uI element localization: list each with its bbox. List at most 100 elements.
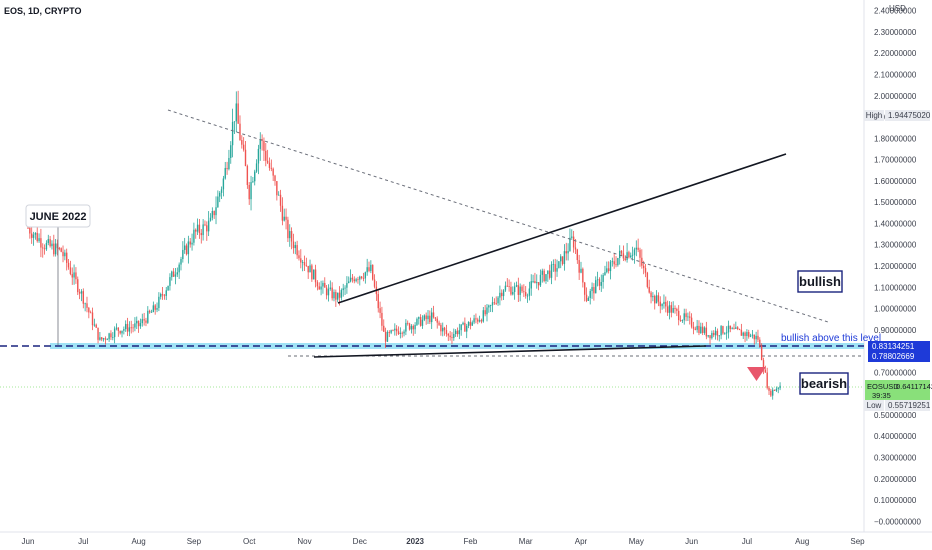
candle-body — [274, 175, 276, 182]
candle-body — [746, 332, 748, 337]
candle-body — [60, 248, 62, 252]
high-value-bg — [885, 110, 930, 121]
candle-body — [677, 310, 680, 321]
x-tick-label: Jun — [22, 537, 35, 546]
candle-body — [707, 335, 709, 337]
candle-body — [252, 181, 254, 183]
candle-body — [523, 291, 525, 293]
candle-body — [71, 274, 73, 278]
candle-body — [724, 333, 726, 335]
candle-body — [233, 121, 236, 123]
candle-body — [167, 285, 169, 291]
y-tick-label: 0.10000000 — [874, 496, 917, 505]
y-tick-label: 1.00000000 — [874, 305, 917, 314]
bullish-note: bullish above this level — [781, 333, 881, 344]
candle-body — [219, 192, 221, 197]
candle-body — [338, 292, 341, 298]
candle-body — [552, 264, 555, 265]
candle-body — [583, 282, 586, 295]
candle-body — [622, 253, 625, 259]
candle-body — [95, 324, 97, 328]
candle-body — [685, 313, 687, 318]
candle-body — [565, 251, 567, 254]
candle-body — [130, 327, 132, 329]
candlesticks — [27, 90, 781, 400]
candle-body — [633, 249, 636, 255]
high-tag-bg — [864, 110, 884, 121]
candle-body — [217, 196, 219, 208]
candle-body — [690, 317, 693, 327]
candle-body — [580, 268, 582, 273]
candle-body — [359, 276, 361, 280]
x-tick-label: Aug — [131, 537, 145, 546]
candle-body — [421, 319, 424, 326]
candle-body — [364, 272, 367, 279]
x-tick-label: May — [629, 537, 644, 546]
candle-body — [466, 325, 468, 332]
candle-body — [248, 185, 250, 200]
candle-body — [91, 312, 94, 326]
candle-body — [372, 264, 374, 280]
candle-body — [650, 292, 652, 298]
candle-body — [64, 252, 66, 257]
candle-body — [713, 332, 715, 336]
candle-body — [66, 252, 68, 263]
candle-body — [228, 157, 230, 170]
y-tick-label: 0.30000000 — [874, 454, 917, 463]
candle-body — [453, 333, 455, 339]
candle-body — [613, 261, 615, 265]
candle-body — [720, 326, 722, 336]
candle-body — [460, 324, 462, 331]
candle-body — [412, 325, 414, 330]
candle-body — [407, 322, 409, 324]
candle-body — [429, 315, 431, 323]
candle-body — [419, 317, 422, 326]
candle-body — [163, 295, 166, 297]
high-tag-label: High — [866, 111, 882, 120]
candle-body — [397, 331, 400, 334]
candle-body — [703, 327, 706, 333]
candle-body — [740, 329, 743, 336]
candle-body — [425, 315, 427, 320]
bullish-label-box — [797, 270, 843, 293]
candle-body — [635, 247, 637, 250]
candle-body — [617, 257, 619, 266]
candle-body — [187, 241, 190, 255]
candle-body — [403, 331, 405, 334]
x-tick-label: Sep — [187, 537, 202, 546]
candle-body — [237, 103, 239, 124]
x-tick-label: Mar — [519, 537, 533, 546]
candle-body — [58, 248, 61, 250]
candle-body — [178, 264, 180, 273]
candle-body — [191, 242, 193, 245]
candle-body — [152, 305, 155, 313]
candle-body — [532, 281, 534, 282]
candle-body — [657, 295, 660, 302]
candle-body — [666, 306, 669, 313]
candle-body — [630, 255, 632, 258]
low-tag-label: Low — [867, 401, 882, 410]
currency-label: USD — [889, 4, 906, 13]
y-tick-label: 2.40000000 — [874, 7, 917, 16]
candle-body — [318, 286, 320, 290]
candle-body — [469, 321, 472, 326]
y-axis-ticks: 2.40000000 2.30000000 2.20000000 2.10000000… — [874, 7, 921, 527]
candle-body — [172, 271, 175, 277]
x-tick-label: Jun — [685, 537, 698, 546]
candle-body — [255, 163, 258, 172]
candle-body — [451, 337, 453, 339]
candle-body — [482, 310, 485, 322]
candle-body — [276, 181, 278, 196]
candle-body — [82, 291, 84, 304]
candle-body — [73, 272, 75, 278]
candle-body — [32, 234, 35, 238]
candle-body — [148, 310, 151, 313]
candle-body — [735, 327, 737, 329]
candle-body — [696, 325, 698, 330]
candle-body — [626, 252, 628, 260]
candle-body — [447, 334, 449, 336]
candle-body — [442, 327, 444, 332]
candle-body — [530, 281, 532, 289]
candle-body — [314, 269, 317, 283]
